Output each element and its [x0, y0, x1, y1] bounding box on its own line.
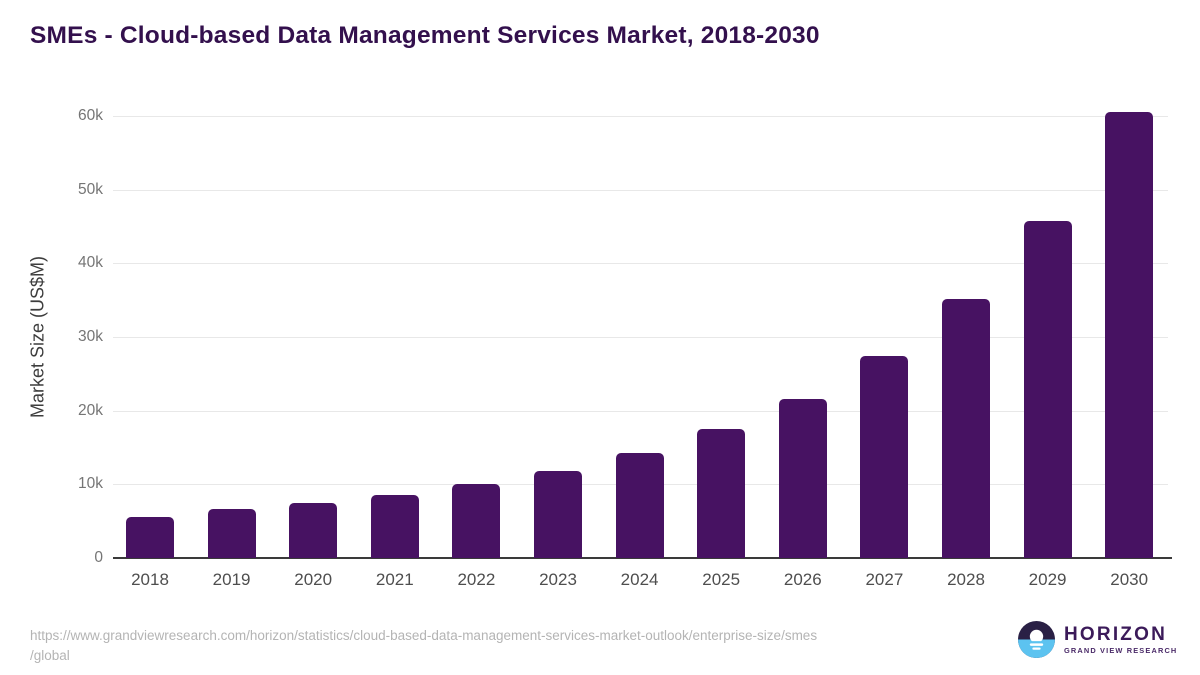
bar-2029[interactable]: [1023, 220, 1072, 558]
gridline-50k: [113, 189, 1168, 191]
x-tick-label-2027: 2027: [865, 570, 904, 589]
x-tick-label-2029: 2029: [1028, 570, 1067, 589]
x-tick-label-2019: 2019: [212, 570, 251, 589]
y-tick-label-50k: 50k: [78, 180, 103, 198]
bar-2022[interactable]: [452, 484, 501, 558]
bar-2030[interactable]: [1105, 112, 1154, 558]
y-tick-label-10k: 10k: [78, 475, 103, 493]
bar-2028[interactable]: [942, 298, 990, 558]
bar-2021[interactable]: [370, 495, 419, 558]
x-tick-label-2026: 2026: [783, 570, 822, 589]
gridline-40k: [113, 263, 1168, 265]
source-url: https://www.grandviewresearch.com/horizo…: [30, 626, 817, 666]
gridline-60k: [113, 116, 1168, 117]
bar-2025[interactable]: [697, 429, 746, 558]
logo-wordmark: HORIZON: [1064, 623, 1168, 645]
logo-subtitle: GRAND VIEW RESEARCH: [1064, 645, 1178, 655]
y-axis-title: Market Size (US$M): [27, 255, 48, 419]
chart-title: SMEs - Cloud-based Data Management Servi…: [30, 22, 820, 49]
y-tick-label-20k: 20k: [78, 401, 103, 419]
bar-2018[interactable]: [126, 516, 174, 558]
x-tick-label-2025: 2025: [702, 570, 741, 589]
x-tick-label-2030: 2030: [1110, 570, 1149, 589]
bar-2024[interactable]: [615, 453, 664, 558]
source-url-line-2: /global: [30, 648, 70, 663]
plot-area: 0 10k 20k 30k 40k 50k 60k 2018 2019 2020 2021 2022 2…: [78, 107, 1172, 589]
y-tick-label-40k: 40k: [78, 254, 103, 272]
y-tick-label-30k: 30k: [78, 328, 103, 345]
gridline-20k: [113, 410, 1168, 412]
x-tick-label-2024: 2024: [620, 570, 659, 589]
x-tick-label-2021: 2021: [375, 570, 414, 589]
y-tick-label-0: 0: [94, 549, 103, 566]
x-tick-label-2022: 2022: [457, 570, 496, 589]
bar-2023[interactable]: [534, 471, 582, 558]
x-tick-label-2023: 2023: [539, 570, 577, 589]
x-tick-label-2020: 2020: [294, 570, 333, 589]
logo-text: HORIZON GRAND VIEW RESEARCH: [1064, 625, 1177, 655]
x-tick-label-2028: 2028: [947, 570, 985, 589]
y-tick-label-60k: 60k: [78, 107, 103, 124]
horizon-logo: HORIZON GRAND VIEW RESEARCH: [1018, 621, 1177, 658]
source-url-line-1: https://www.grandviewresearch.com/horizo…: [30, 628, 818, 643]
bar-2020[interactable]: [289, 503, 338, 558]
horizon-logo-icon: [1018, 621, 1055, 658]
bar-2027[interactable]: [860, 356, 909, 558]
bar-2019[interactable]: [207, 509, 256, 558]
x-tick-label-2018: 2018: [131, 570, 169, 589]
gridline-30k: [113, 337, 1168, 338]
x-axis-line: [113, 557, 1172, 559]
bar-2026[interactable]: [778, 398, 827, 558]
